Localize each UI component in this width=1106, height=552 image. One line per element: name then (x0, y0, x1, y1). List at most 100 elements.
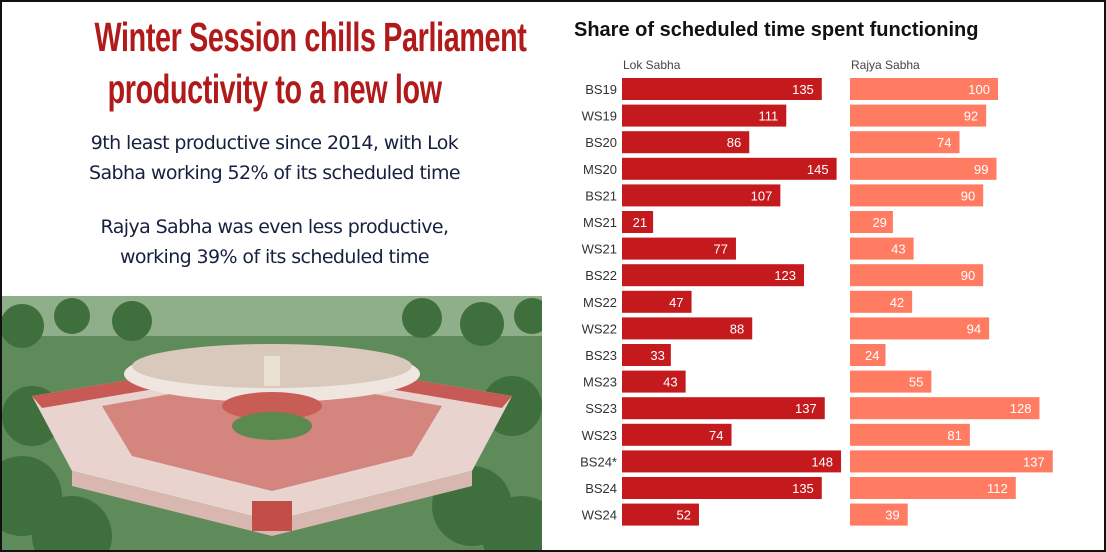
data-label: 100 (968, 82, 990, 97)
data-label: 42 (890, 295, 904, 310)
category-label: MS22 (583, 295, 617, 310)
bar (850, 237, 914, 260)
category-label: BS23 (585, 348, 617, 363)
category-label: WS23 (582, 428, 617, 443)
bar (622, 264, 805, 287)
data-label: 77 (713, 242, 727, 257)
bar (622, 397, 825, 420)
bar (850, 290, 913, 313)
data-label: 74 (937, 135, 951, 150)
data-label: 81 (947, 428, 961, 443)
bar (850, 344, 886, 366)
category-label: WS24 (582, 508, 617, 523)
bar (622, 450, 842, 473)
category-label: BS20 (585, 135, 617, 150)
category-label: BS22 (585, 268, 617, 283)
bar (622, 317, 753, 340)
data-label: 74 (709, 428, 723, 443)
bar (622, 131, 750, 154)
data-label: 47 (669, 295, 683, 310)
data-label: 92 (964, 109, 978, 124)
category-label: WS22 (582, 321, 617, 336)
data-label: 90 (961, 188, 975, 203)
data-label: 21 (633, 215, 647, 230)
series-label: Lok Sabha (623, 58, 681, 72)
data-label: 52 (676, 508, 690, 523)
data-label: 137 (1023, 454, 1045, 469)
bar (622, 78, 822, 100)
bar (850, 423, 970, 446)
data-label: 55 (909, 375, 923, 390)
bar (622, 237, 736, 260)
bar (622, 370, 686, 393)
headline-text: Winter Session chills Parliament (94, 14, 527, 60)
data-label: 112 (987, 481, 1008, 496)
bar (622, 503, 699, 526)
bar (622, 423, 732, 446)
data-label: 137 (795, 401, 817, 416)
subtitle-line: Sabha working 52% of its scheduled time (89, 162, 461, 184)
category-label: BS24 (585, 481, 617, 496)
bar (622, 344, 671, 366)
bar (622, 211, 654, 233)
data-label: 43 (663, 375, 677, 390)
category-label: BS24* (580, 454, 617, 469)
bar (850, 184, 984, 207)
bar (850, 477, 1016, 499)
bar (850, 78, 998, 100)
bar (850, 104, 987, 127)
category-label: WS21 (582, 242, 617, 257)
chart-plot: Lok Sabha 135 111 86 145 107 21 77 123 47 88 33 43 13… (580, 58, 1053, 526)
subtitle-line: working 39% of its scheduled time (119, 246, 430, 268)
data-label: 33 (650, 348, 664, 363)
category-label: MS21 (583, 215, 617, 230)
subtitle-line: 9th least productive since 2014, with Lo… (90, 132, 459, 154)
subtitle-rajya-sabha: Rajya Sabha was even less productive, wo… (2, 212, 547, 272)
headline-text: productivity to a new low (107, 66, 442, 112)
bar (850, 370, 932, 393)
data-label: 135 (792, 481, 814, 496)
parliament-building-photo (2, 296, 542, 550)
series-label: Rajya Sabha (851, 58, 920, 72)
category-label: MS23 (583, 375, 617, 390)
bar (850, 397, 1040, 420)
bar (850, 503, 908, 526)
bar (622, 104, 787, 127)
category-label: BS21 (585, 188, 617, 203)
bar (622, 157, 837, 180)
bar (850, 264, 984, 287)
category-label: SS23 (585, 401, 617, 416)
category-label: BS19 (585, 82, 617, 97)
data-label: 24 (865, 348, 879, 363)
bar (850, 317, 990, 340)
subtitle-line: Rajya Sabha was even less productive, (100, 216, 449, 238)
data-label: 135 (792, 82, 814, 97)
chart-title: Share of scheduled time spent functionin… (574, 19, 979, 41)
bar-chart: Share of scheduled time spent functionin… (550, 2, 1104, 550)
subtitle-lok-sabha: 9th least productive since 2014, with Lo… (2, 128, 547, 188)
category-label: MS20 (583, 162, 617, 177)
bar (850, 131, 960, 154)
data-label: 99 (974, 162, 988, 177)
bar (622, 290, 692, 313)
data-label: 86 (727, 135, 741, 150)
bar (622, 184, 781, 207)
headline-line-1: Winter Session chills Parliament (2, 14, 547, 61)
data-label: 88 (730, 321, 744, 336)
data-label: 39 (885, 508, 899, 523)
data-label: 107 (751, 188, 773, 203)
data-label: 29 (872, 215, 886, 230)
data-label: 111 (759, 109, 779, 124)
bar (622, 477, 822, 499)
category-label: WS19 (582, 109, 617, 124)
data-label: 90 (961, 268, 975, 283)
data-label: 128 (1010, 401, 1032, 416)
data-label: 123 (774, 268, 796, 283)
data-label: 94 (967, 321, 981, 336)
bar (850, 211, 893, 233)
data-label: 148 (811, 454, 833, 469)
data-label: 43 (891, 242, 905, 257)
headline-line-2: productivity to a new low (2, 66, 547, 113)
data-label: 145 (807, 162, 829, 177)
